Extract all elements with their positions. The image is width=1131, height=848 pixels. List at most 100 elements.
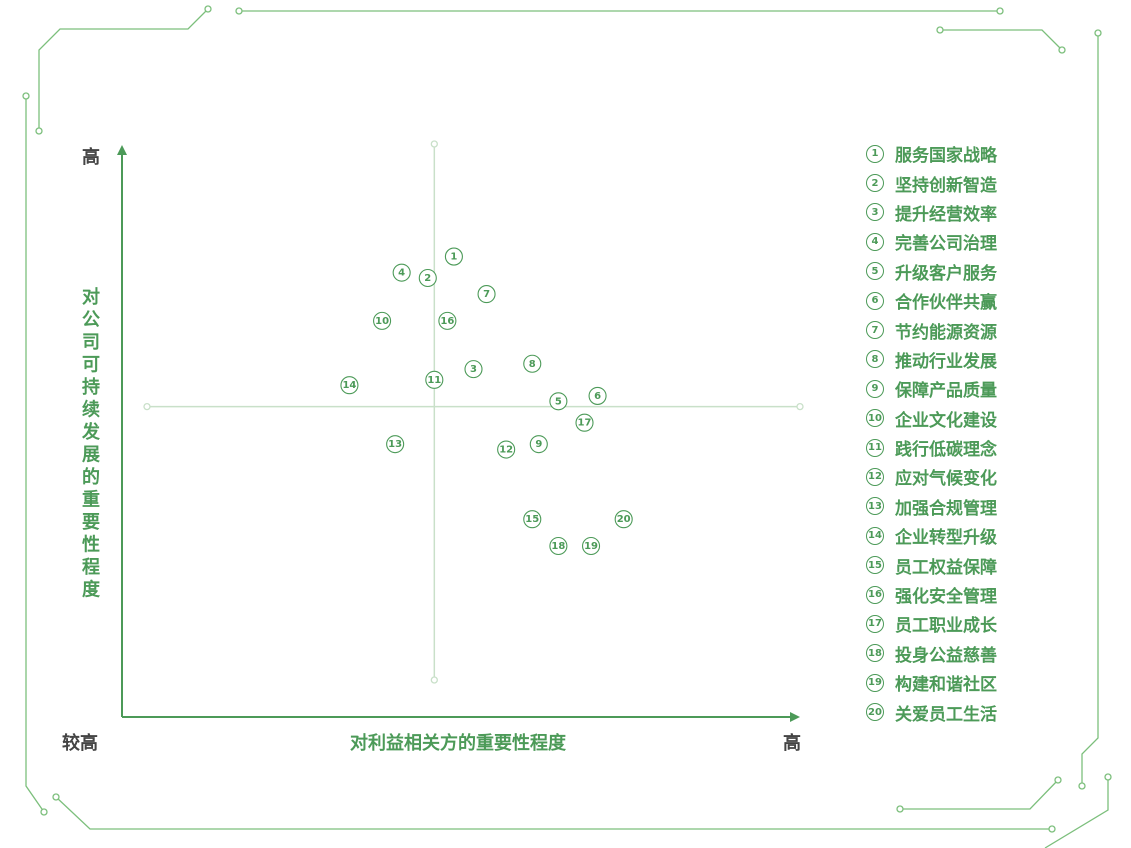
data-point-8: 8 (523, 354, 542, 373)
y-axis-title-char: 程 (82, 557, 100, 578)
legend-item-label: 保障产品质量 (895, 381, 997, 402)
legend-item-18: 18 投身公益慈善 (866, 639, 1116, 668)
y-axis-title-char: 对 (82, 286, 100, 308)
data-point-18: 18 (549, 536, 568, 556)
legend-item-label: 员工权益保障 (895, 557, 997, 578)
data-point-marker (529, 435, 548, 454)
x-axis-title: 对利益相关方的重要性程度 (350, 732, 567, 754)
data-point-14: 14 (340, 376, 359, 395)
data-point-marker (549, 536, 568, 556)
quadrant-line-end-dot (796, 402, 804, 411)
legend-item-label: 关爱员工生活 (895, 704, 997, 725)
legend-item-number: 16 (866, 585, 884, 604)
data-point-marker (464, 360, 483, 379)
legend-item-label: 应对气候变化 (895, 469, 997, 490)
legend-item-number: 18 (866, 644, 884, 663)
data-point-13: 13 (386, 435, 405, 454)
legend-item-number: 12 (866, 467, 884, 486)
legend-item-number: 4 (866, 232, 884, 251)
legend-item-number: 19 (866, 673, 884, 692)
legend-item-13: 13 加强合规管理 (866, 492, 1116, 521)
legend-item-8: 8 推动行业发展 (866, 345, 1116, 374)
legend-item-number: 13 (866, 497, 884, 516)
data-point-2: 2 (418, 268, 437, 288)
legend-item-16: 16 强化安全管理 (866, 580, 1116, 609)
data-point-label: 12 (499, 445, 513, 456)
legend-item-label: 服务国家战略 (895, 146, 997, 167)
legend-item-label: 员工职业成长 (895, 616, 997, 637)
y-axis-title-char: 续 (82, 399, 100, 421)
data-point-label: 16 (440, 316, 454, 327)
legend-item-label: 践行低碳理念 (895, 440, 997, 461)
legend-item-label: 合作伙伴共赢 (895, 293, 997, 314)
data-point-label: 7 (483, 289, 490, 300)
data-point-16: 16 (438, 311, 457, 330)
legend-item-15: 15 员工权益保障 (866, 550, 1116, 579)
y-axis-title-char: 的 (82, 466, 100, 488)
data-point-label: 5 (555, 396, 562, 407)
chart-legend: 1 服务国家战略 2 坚持创新智造 3 提升经营效率 4 完善公司治理 5 升级客户服务 6 合作伙伴… (866, 139, 1116, 727)
data-point-label: 1 (450, 252, 457, 263)
legend-item-10: 10 企业文化建设 (866, 404, 1116, 433)
y-axis-title-char: 展 (82, 445, 101, 466)
y-axis-title-char: 公 (82, 310, 100, 331)
quadrant-line-end-dot (143, 402, 151, 411)
data-point-marker (444, 247, 463, 266)
data-point-marker (523, 354, 542, 373)
legend-item-label: 提升经营效率 (895, 204, 997, 225)
legend-item-number: 17 (866, 614, 884, 633)
data-point-marker (438, 311, 457, 330)
legend-item-3: 3 提升经营效率 (866, 198, 1116, 227)
legend-item-label: 坚持创新智造 (895, 175, 997, 196)
legend-item-number: 7 (866, 321, 884, 340)
legend-item-label: 加强合规管理 (895, 498, 997, 519)
x-axis-high-label: 高 (783, 732, 801, 754)
legend-item-number: 1 (866, 144, 884, 163)
y-axis-title-char: 重 (82, 489, 100, 511)
legend-item-number: 20 (866, 703, 884, 722)
legend-item-number: 9 (866, 379, 884, 398)
data-point-4: 4 (392, 263, 411, 282)
data-point-label: 8 (529, 359, 536, 370)
legend-item-label: 企业转型升级 (895, 528, 997, 549)
legend-item-label: 节约能源资源 (895, 322, 997, 343)
y-axis-title-char: 要 (82, 512, 100, 533)
data-point-label: 14 (342, 380, 356, 391)
data-point-3: 3 (464, 360, 483, 379)
legend-item-5: 5 升级客户服务 (866, 257, 1116, 286)
data-point-label: 19 (584, 541, 598, 552)
data-point-marker (425, 370, 444, 389)
legend-item-20: 20 关爱员工生活 (866, 697, 1116, 726)
data-point-marker (614, 510, 633, 529)
data-point-marker (386, 435, 405, 454)
legend-item-19: 19 构建和谐社区 (866, 668, 1116, 697)
quadrant-lines (143, 140, 804, 684)
data-point-17: 17 (575, 413, 594, 432)
data-point-12: 12 (497, 440, 516, 459)
legend-item-11: 11 践行低碳理念 (866, 433, 1116, 462)
y-axis-title-char: 发 (81, 421, 101, 443)
data-point-7: 7 (477, 285, 496, 304)
data-point-19: 19 (581, 536, 601, 556)
y-axis-title-char: 性 (82, 534, 100, 556)
data-point-label: 9 (535, 439, 542, 450)
y-axis-title-char: 持 (82, 376, 100, 398)
legend-item-label: 投身公益慈善 (895, 645, 997, 666)
legend-item-9: 9 保障产品质量 (866, 374, 1116, 403)
legend-item-2: 2 坚持创新智造 (866, 168, 1116, 197)
data-point-1: 1 (444, 247, 463, 266)
data-point-marker (477, 285, 496, 304)
legend-item-label: 企业文化建设 (895, 410, 997, 431)
legend-item-number: 10 (866, 409, 884, 428)
data-point-20: 20 (614, 510, 633, 529)
data-point-5: 5 (549, 392, 568, 411)
data-point-6: 6 (588, 386, 607, 405)
legend-item-label: 强化安全管理 (895, 587, 997, 608)
data-point-label: 6 (594, 391, 601, 402)
legend-item-label: 升级客户服务 (895, 263, 997, 284)
data-point-marker (588, 386, 607, 405)
y-axis-title-char: 可 (82, 355, 100, 376)
